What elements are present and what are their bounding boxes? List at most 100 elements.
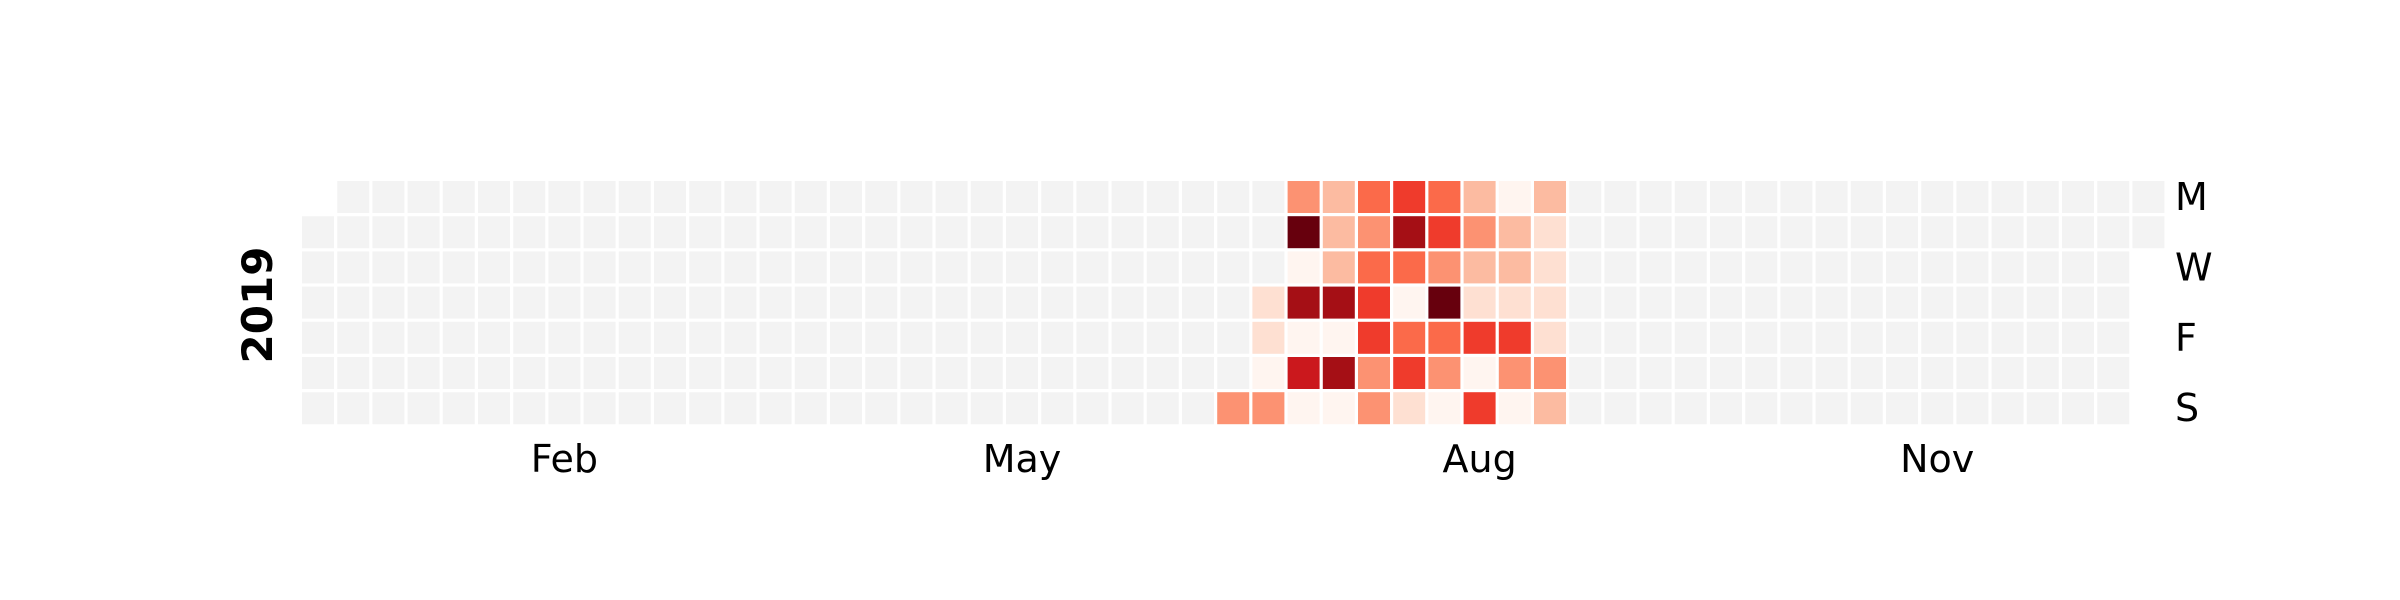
heatmap-cell xyxy=(1358,181,1390,213)
heatmap-cell xyxy=(1710,286,1742,319)
heatmap-cell xyxy=(2097,181,2130,213)
heatmap-cell xyxy=(1991,216,2024,249)
heatmap-cell xyxy=(2097,216,2130,249)
heatmap-cell xyxy=(1252,181,1285,213)
heatmap-cell xyxy=(2026,286,2059,319)
heatmap-cell xyxy=(1146,286,1179,319)
heatmap-cell xyxy=(1710,251,1742,284)
heatmap-cell xyxy=(1886,392,1918,425)
heatmap-cell xyxy=(1322,181,1355,213)
heatmap-cell xyxy=(1182,286,1214,319)
heatmap-cell xyxy=(1428,251,1461,284)
heatmap-cell xyxy=(865,357,898,389)
heatmap-cell xyxy=(1886,181,1918,213)
heatmap-cell xyxy=(794,251,827,284)
heatmap-cell xyxy=(407,286,440,319)
month-labels: Feb May Aug Nov xyxy=(531,437,1975,481)
heatmap-cell xyxy=(548,392,581,425)
heatmap-cell xyxy=(1710,181,1742,213)
heatmap-cell xyxy=(337,216,370,249)
heatmap-cell xyxy=(1076,321,1109,354)
heatmap-cell xyxy=(1639,392,1672,425)
heatmap-cell xyxy=(1006,392,1038,425)
heatmap-cell xyxy=(478,251,510,284)
heatmap-cell xyxy=(2062,251,2094,284)
heatmap-cell xyxy=(970,321,1003,354)
heatmap-cell xyxy=(900,216,933,249)
heatmap-cell xyxy=(1850,286,1883,319)
heatmap-cell xyxy=(1146,251,1179,284)
heatmap-cell xyxy=(1815,286,1848,319)
heatmap-cell xyxy=(1393,181,1426,213)
heatmap-cell xyxy=(1674,181,1707,213)
heatmap-cell xyxy=(442,286,475,319)
heatmap-cell xyxy=(935,357,968,389)
heatmap-cell xyxy=(442,251,475,284)
heatmap-cell xyxy=(2097,392,2130,425)
heatmap-cell xyxy=(1639,181,1672,213)
heatmap-cell xyxy=(830,286,862,319)
heatmap-cell xyxy=(1710,321,1742,354)
heatmap-cell xyxy=(689,286,722,319)
heatmap-cell xyxy=(1850,321,1883,354)
heatmap-cell xyxy=(1182,321,1214,354)
year-label: 2019 xyxy=(233,247,282,364)
heatmap-cell xyxy=(689,216,722,249)
heatmap-cell xyxy=(759,286,792,319)
heatmap-cell xyxy=(1287,392,1320,425)
heatmap-cell xyxy=(1604,357,1637,389)
heatmap-cell xyxy=(478,321,510,354)
heatmap-cell xyxy=(1991,392,2024,425)
heatmap-cell xyxy=(1287,216,1320,249)
heatmap-cell xyxy=(689,392,722,425)
heatmap-cell xyxy=(478,216,510,249)
heatmap-cell xyxy=(1393,321,1426,354)
heatmap-cell xyxy=(618,286,651,319)
heatmap-cell xyxy=(1780,392,1813,425)
heatmap-cell xyxy=(1076,286,1109,319)
heatmap-cell xyxy=(407,392,440,425)
heatmap-cell xyxy=(407,321,440,354)
heatmap-cell xyxy=(1393,286,1426,319)
heatmap-cell xyxy=(1745,251,1778,284)
heatmap-cell xyxy=(1956,181,1989,213)
heatmap-cell xyxy=(830,181,862,213)
heatmap-cell xyxy=(1006,216,1038,249)
heatmap-cell xyxy=(1815,251,1848,284)
heatmap-cell xyxy=(1745,286,1778,319)
heatmap-cell xyxy=(1358,251,1390,284)
heatmap-cell xyxy=(1956,216,1989,249)
heatmap-cell xyxy=(1358,392,1390,425)
heatmap-cell xyxy=(1182,357,1214,389)
heatmap-cell xyxy=(1006,321,1038,354)
heatmap-cell xyxy=(1076,181,1109,213)
month-label: Nov xyxy=(1900,437,1974,481)
heatmap-cell xyxy=(372,181,405,213)
heatmap-cell xyxy=(724,321,757,354)
heatmap-cell xyxy=(1146,321,1179,354)
heatmap-cell xyxy=(2062,357,2094,389)
heatmap-cell xyxy=(1991,181,2024,213)
heatmap-cell xyxy=(865,321,898,354)
heatmap-cell xyxy=(1674,216,1707,249)
heatmap-cell xyxy=(478,357,510,389)
heatmap-cell xyxy=(1498,357,1531,389)
heatmap-cell xyxy=(1674,357,1707,389)
heatmap-cell xyxy=(583,251,616,284)
heatmap-cell xyxy=(1710,357,1742,389)
heatmap-cell xyxy=(1287,181,1320,213)
heatmap-cell xyxy=(654,357,686,389)
heatmap-cell xyxy=(372,321,405,354)
heatmap-cell xyxy=(1146,392,1179,425)
heatmap-cell xyxy=(794,392,827,425)
heatmap-cell xyxy=(1639,357,1672,389)
heatmap-cell xyxy=(759,216,792,249)
heatmap-cell xyxy=(1745,181,1778,213)
heatmap-cell xyxy=(1921,357,1954,389)
heatmap-cell xyxy=(1569,216,1602,249)
heatmap-cell xyxy=(1886,216,1918,249)
heatmap-cell xyxy=(1921,321,1954,354)
heatmap-cell xyxy=(1146,181,1179,213)
heatmap-cell xyxy=(830,251,862,284)
